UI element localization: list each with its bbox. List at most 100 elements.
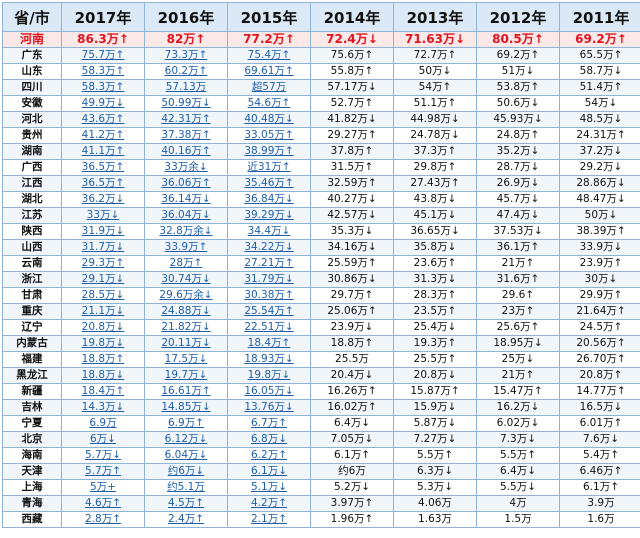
value-cell: 1.96万↑ [311,512,394,528]
value-cell: 24.5万↑ [560,320,640,336]
header-cell: 2012年 [477,3,560,32]
value-cell: 30.38万↑ [228,288,311,304]
value-cell: 29.6万余↓ [145,288,228,304]
value-cell: 36.2万↓ [62,192,145,208]
value-cell: 37.53万↓ [477,224,560,240]
value-cell: 6.02万↓ [477,416,560,432]
value-cell: 50万↓ [394,64,477,80]
value-cell: 75.7万↑ [62,48,145,64]
value-cell: 6.1万↑ [560,480,640,496]
province-cell: 天津 [3,464,62,480]
value-cell: 29.2万↓ [560,160,640,176]
value-cell: 6.04万↓ [145,448,228,464]
value-cell: 29.3万↑ [62,256,145,272]
value-cell: 6万↓ [62,432,145,448]
value-cell: 18.4万↑ [228,336,311,352]
value-cell: 24.88万↓ [145,304,228,320]
value-cell: 2.4万↑ [145,512,228,528]
value-cell: 34.22万↓ [228,240,311,256]
value-cell: 14.77万↑ [560,384,640,400]
value-cell: 21.1万↓ [62,304,145,320]
header-cell: 2014年 [311,3,394,32]
value-cell: 29.1万↓ [62,272,145,288]
province-cell: 新疆 [3,384,62,400]
value-cell: 6.12万↓ [145,432,228,448]
value-cell: 6.9万 [62,416,145,432]
value-cell: 36.5万↑ [62,160,145,176]
value-cell: 27.43万↑ [394,176,477,192]
value-cell: 14.3万↓ [62,400,145,416]
value-cell: 16.26万↑ [311,384,394,400]
province-cell: 山东 [3,64,62,80]
value-cell: 51.1万↑ [394,96,477,112]
value-cell: 75.6万↑ [311,48,394,64]
value-cell: 30.74万↓ [145,272,228,288]
value-cell: 23.5万↑ [394,304,477,320]
value-cell: 3.97万↑ [311,496,394,512]
value-cell: 18.8万↓ [62,368,145,384]
value-cell: 34.16万↓ [311,240,394,256]
province-cell: 河南 [3,32,62,48]
value-cell: 23.9万↓ [311,320,394,336]
value-cell: 72.4万↓ [311,32,394,48]
value-cell: 6.01万↑ [560,416,640,432]
value-cell: 6.3万↓ [394,464,477,480]
province-cell: 山西 [3,240,62,256]
value-cell: 7.3万↓ [477,432,560,448]
value-cell: 23.9万↑ [560,256,640,272]
province-cell: 上海 [3,480,62,496]
value-cell: 52.7万↑ [311,96,394,112]
value-cell: 60.2万↑ [145,64,228,80]
value-cell: 69.2万↑ [560,32,640,48]
value-cell: 4.06万 [394,496,477,512]
value-cell: 58.3万↑ [62,80,145,96]
value-cell: 51万↓ [477,64,560,80]
value-cell: 82万↑ [145,32,228,48]
value-cell: 36.65万↓ [394,224,477,240]
value-cell: 5万+ [62,480,145,496]
province-cell: 内蒙古 [3,336,62,352]
value-cell: 5.87万↓ [394,416,477,432]
value-cell: 约6万↓ [145,464,228,480]
value-cell: 23.6万↑ [394,256,477,272]
value-cell: 5.7万↓ [62,448,145,464]
value-cell: 51.4万↑ [560,80,640,96]
value-cell: 16.61万↑ [145,384,228,400]
value-cell: 48.5万↓ [560,112,640,128]
value-cell: 50.99万↓ [145,96,228,112]
value-cell: 32.59万↑ [311,176,394,192]
value-cell: 35.8万↓ [394,240,477,256]
value-cell: 35.3万↓ [311,224,394,240]
value-cell: 24.31万↑ [560,128,640,144]
value-cell: 20.11万↓ [145,336,228,352]
value-cell: 35.46万↑ [228,176,311,192]
value-cell: 31.6万↑ [477,272,560,288]
value-cell: 7.6万↓ [560,432,640,448]
value-cell: 2.8万↑ [62,512,145,528]
value-cell: 25.5万 [311,352,394,368]
value-cell: 45.1万↓ [394,208,477,224]
header-cell: 省/市 [3,3,62,32]
value-cell: 6.46万↑ [560,464,640,480]
value-cell: 30万↓ [560,272,640,288]
value-cell: 31.3万↓ [394,272,477,288]
value-cell: 3.9万 [560,496,640,512]
value-cell: 2.1万↑ [228,512,311,528]
value-cell: 45.7万↓ [477,192,560,208]
value-cell: 18.4万↑ [62,384,145,400]
province-cell: 黑龙江 [3,368,62,384]
value-cell: 26.9万↓ [477,176,560,192]
value-cell: 33.9万↑ [145,240,228,256]
value-cell: 5.5万↑ [477,448,560,464]
